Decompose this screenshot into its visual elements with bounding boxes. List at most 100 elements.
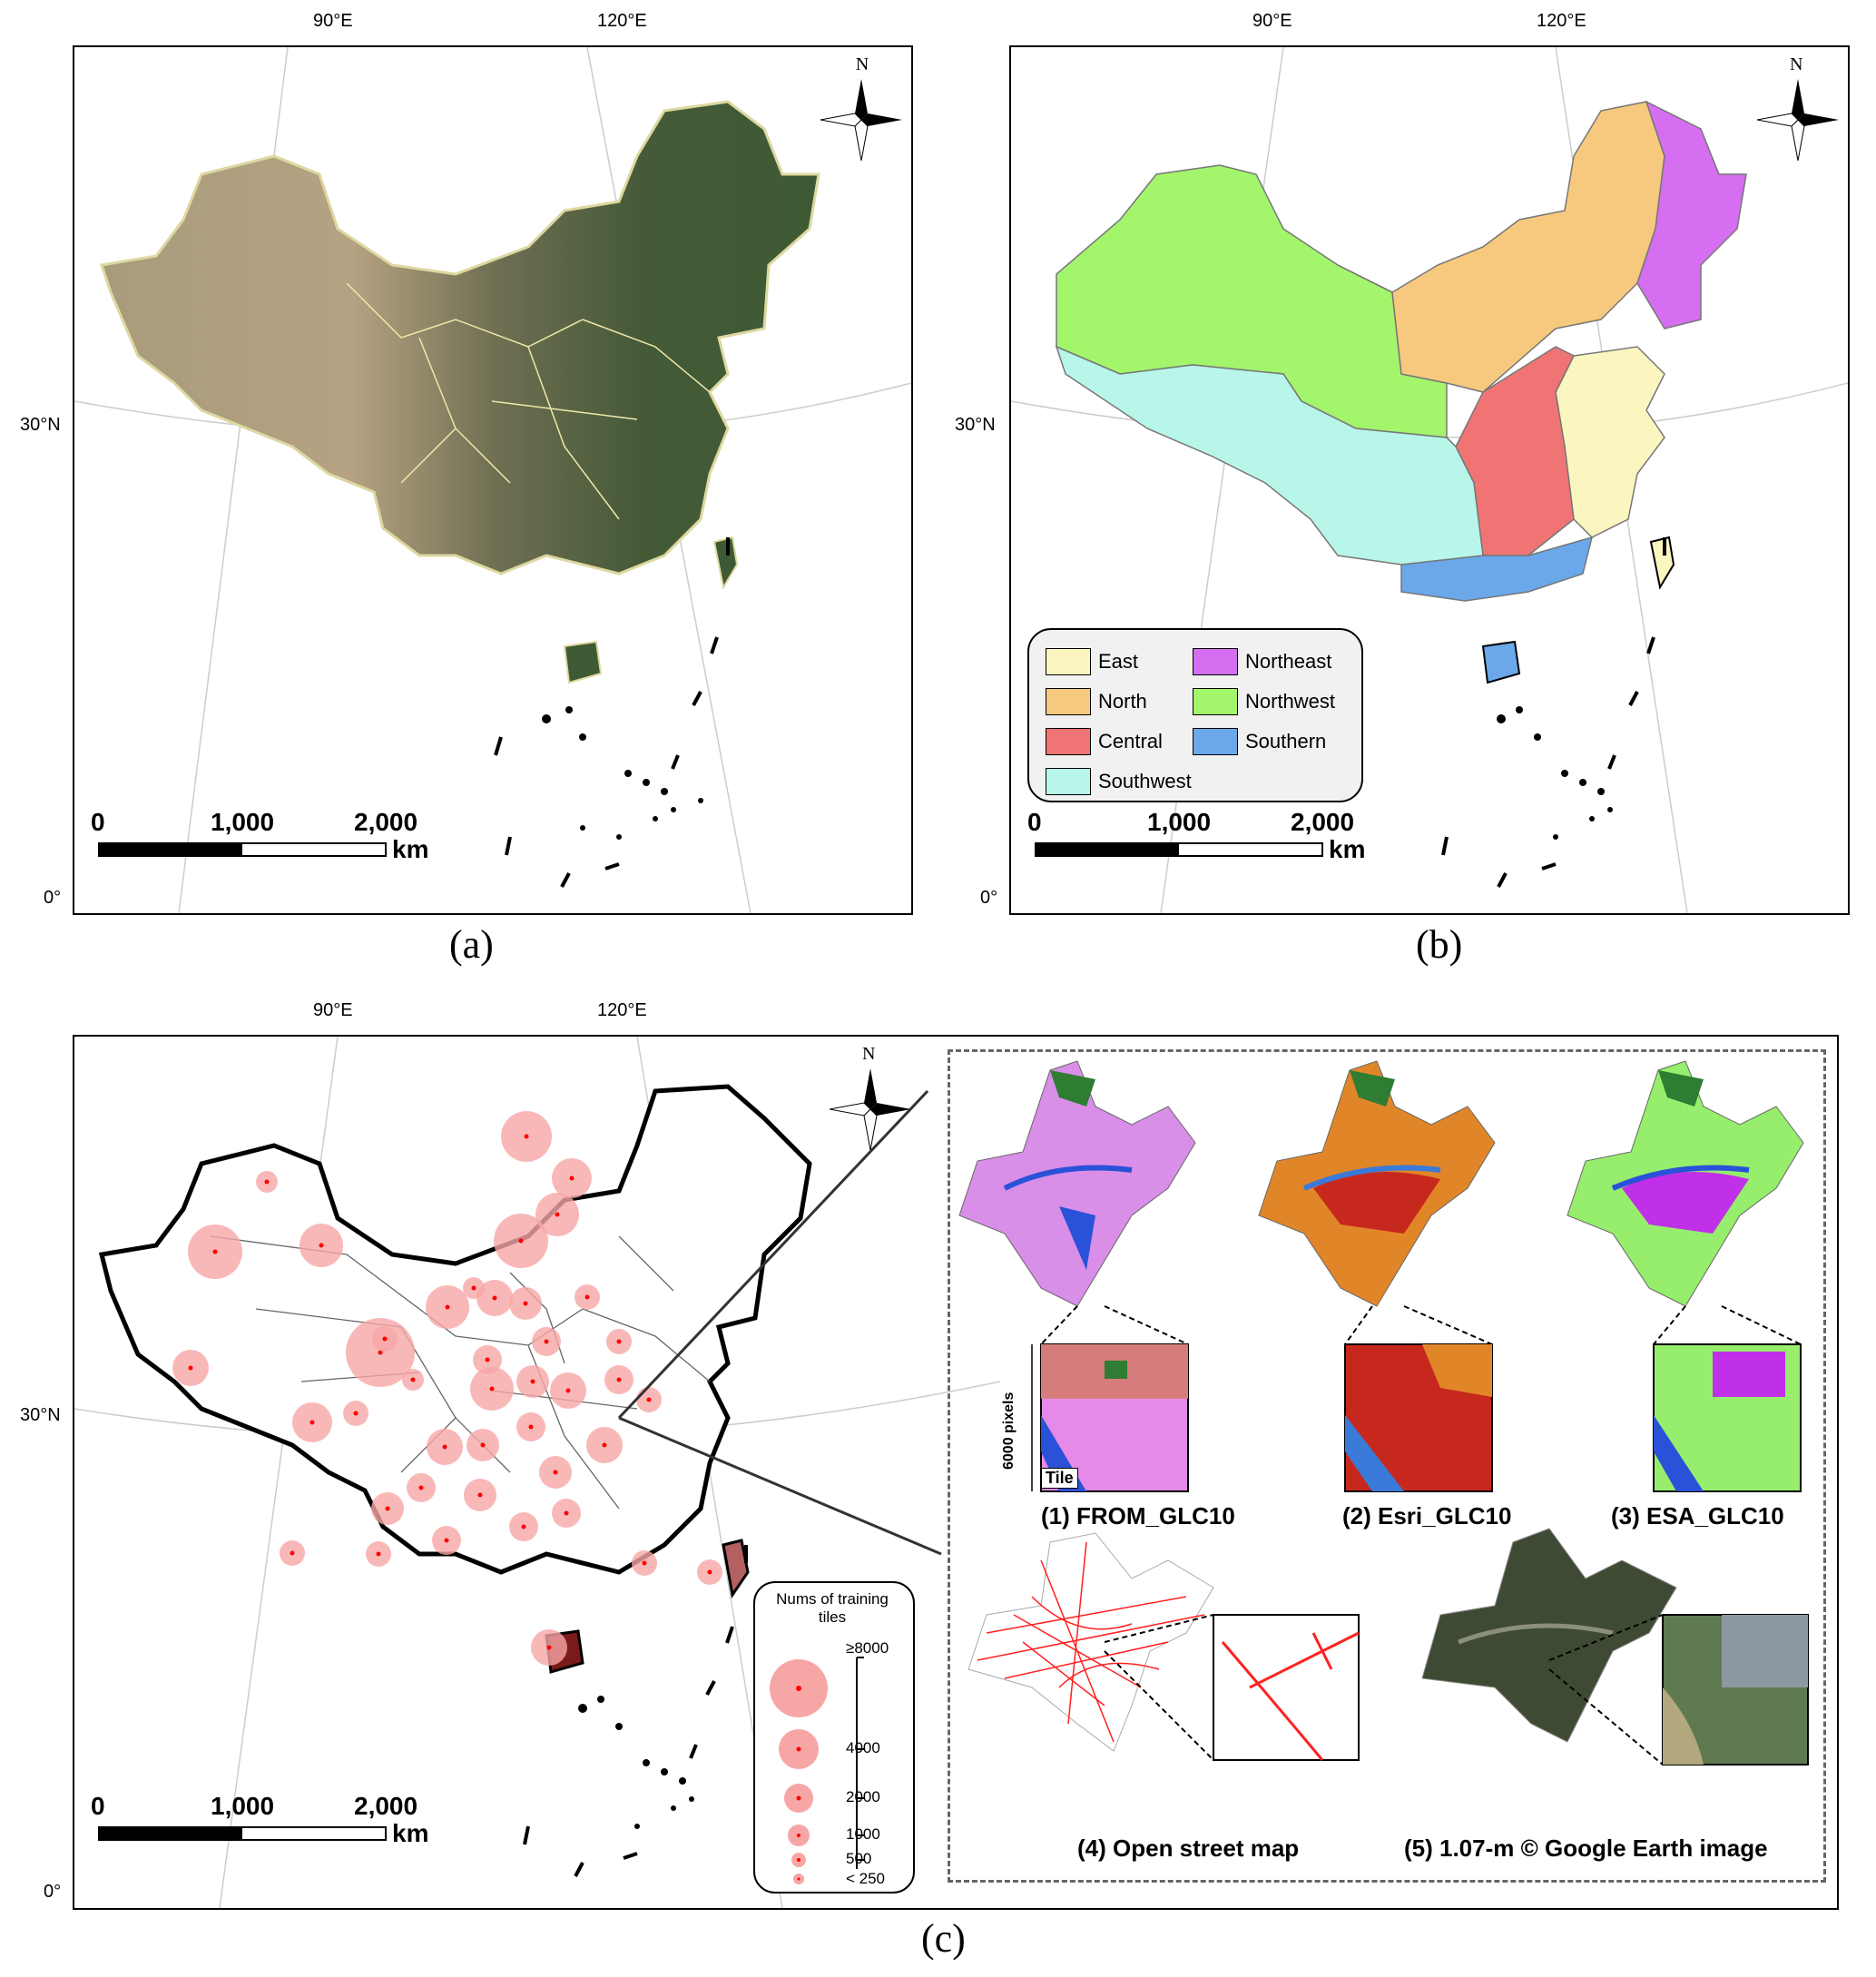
legend-label: Southern bbox=[1245, 730, 1327, 752]
scale-unit-c: km bbox=[392, 1819, 429, 1847]
legend-item-central: Central bbox=[1046, 728, 1163, 755]
scale-tick-1000-a: 1,000 bbox=[211, 808, 275, 836]
tile-point bbox=[212, 1249, 218, 1254]
panel-label-b: (b) bbox=[1416, 922, 1463, 967]
lon-label-90-c: 90°E bbox=[313, 1000, 353, 1020]
scale-tick-2000-c: 2,000 bbox=[354, 1792, 418, 1820]
legend-item-east: East bbox=[1046, 648, 1138, 675]
from-glc10-map bbox=[958, 1060, 1196, 1307]
scale-tick-1000-c: 1,000 bbox=[211, 1792, 275, 1820]
tile-point bbox=[646, 1397, 652, 1402]
tile-point bbox=[602, 1442, 607, 1448]
tile-distribution-map bbox=[74, 1037, 1000, 1908]
tile-point bbox=[385, 1506, 390, 1511]
size-legend-circles bbox=[770, 1657, 864, 1884]
tile-point bbox=[480, 1442, 486, 1448]
compass-icon bbox=[1757, 79, 1839, 161]
scale-tick-0-c: 0 bbox=[91, 1792, 105, 1820]
scale-bar-c bbox=[98, 1826, 387, 1841]
size-class-label: 2000 bbox=[846, 1788, 880, 1805]
scale-bar-b bbox=[1035, 842, 1323, 857]
province-boundaries bbox=[346, 282, 711, 520]
china-outline bbox=[100, 100, 820, 575]
tile-point bbox=[353, 1411, 359, 1416]
legend-item-southern: Southern bbox=[1193, 728, 1326, 755]
tile-point bbox=[445, 1304, 450, 1310]
lon-label-90-b: 90°E bbox=[1252, 11, 1292, 31]
legend-swatch bbox=[1046, 648, 1091, 675]
tile-point bbox=[188, 1365, 193, 1371]
lat-label-0-a: 0° bbox=[44, 888, 62, 908]
tile-bubbles bbox=[172, 1111, 722, 1666]
osm-map bbox=[967, 1532, 1214, 1752]
tile-point bbox=[642, 1560, 647, 1566]
tile-point bbox=[492, 1295, 497, 1301]
lon-label-120-b: 120°E bbox=[1537, 11, 1586, 31]
lon-label-90-a: 90°E bbox=[313, 11, 353, 31]
legend-swatch bbox=[1193, 688, 1238, 715]
legend-item-southwest: Southwest bbox=[1046, 768, 1192, 795]
legend-swatch bbox=[1046, 768, 1091, 795]
tile-point bbox=[565, 1388, 571, 1393]
legend-item-north: North bbox=[1046, 688, 1147, 715]
map-panel-a: N 0 1,000 2,000 km bbox=[73, 45, 913, 915]
legend-swatch bbox=[1193, 648, 1238, 675]
tile-point bbox=[444, 1538, 449, 1543]
tile-point bbox=[584, 1294, 590, 1300]
legend-label: Northeast bbox=[1245, 650, 1332, 673]
north-label-c: N bbox=[862, 1044, 876, 1064]
caption-esa-glc10: (3) ESA_GLC10 bbox=[1611, 1502, 1784, 1529]
size-legend-title: Nums of training tiles bbox=[776, 1590, 889, 1626]
scale-tick-1000-b: 1,000 bbox=[1147, 808, 1212, 836]
scale-tick-2000-a: 2,000 bbox=[354, 808, 418, 836]
size-class-label: 1000 bbox=[846, 1825, 880, 1843]
lon-label-120-c: 120°E bbox=[597, 1000, 647, 1020]
tile-label: Tile bbox=[1041, 1468, 1078, 1489]
south-china-sea-islands bbox=[542, 706, 703, 840]
map-panel-c: N Nums of training tiles ≥8000 4000 2000… bbox=[73, 1035, 1839, 1910]
north-arrow-a: N bbox=[853, 54, 871, 75]
tile-point bbox=[410, 1377, 416, 1382]
nine-dash-line bbox=[1441, 537, 1666, 888]
zoom-callout bbox=[1344, 1305, 1493, 1345]
compass-icon bbox=[820, 79, 902, 161]
scale-bar-a bbox=[98, 842, 387, 857]
south-china-sea-islands bbox=[578, 1696, 694, 1829]
tile-point bbox=[530, 1379, 535, 1384]
scale-tick-0-a: 0 bbox=[91, 808, 105, 836]
compass-icon bbox=[830, 1068, 911, 1150]
nine-dash-line bbox=[494, 537, 730, 888]
china-outline bbox=[98, 1084, 812, 1575]
tile-point bbox=[707, 1569, 712, 1575]
tile-point bbox=[485, 1357, 490, 1362]
tile-point bbox=[442, 1444, 447, 1450]
hainan-island bbox=[1481, 640, 1521, 684]
panel-label-a: (a) bbox=[449, 922, 494, 967]
region-legend: East Northeast North Northwest Central S… bbox=[1027, 628, 1363, 802]
tile-point bbox=[319, 1243, 324, 1248]
tile-point bbox=[378, 1350, 383, 1355]
caption-google-earth: (5) 1.07-m © Google Earth image bbox=[1404, 1834, 1768, 1862]
lon-label-120-a: 120°E bbox=[597, 11, 647, 31]
legend-item-northeast: Northeast bbox=[1193, 648, 1331, 675]
satellite-map-a bbox=[74, 47, 911, 913]
scale-tick-0-b: 0 bbox=[1027, 808, 1042, 836]
tile-point bbox=[523, 1301, 528, 1306]
north-label: N bbox=[855, 54, 869, 74]
nine-dash-line bbox=[523, 1545, 748, 1877]
tile-size-label: 6000 pixels bbox=[1001, 1392, 1017, 1470]
callout-line bbox=[617, 1089, 942, 1556]
taiwan-island bbox=[722, 1539, 750, 1598]
scale-tick-2000-b: 2,000 bbox=[1291, 808, 1355, 836]
legend-label: Southwest bbox=[1098, 770, 1192, 792]
zoom-callout bbox=[1040, 1305, 1189, 1345]
product-thumbnails bbox=[958, 1060, 1809, 1766]
zoom-callout bbox=[1104, 1614, 1214, 1761]
legend-label: Central bbox=[1098, 730, 1163, 752]
osm-tile bbox=[1213, 1614, 1360, 1761]
region-northeast bbox=[1636, 100, 1747, 330]
regions-map-b bbox=[1011, 47, 1848, 913]
products-inset: 6000 pixels Tile (1) FROM_GLC10 (2) Esri… bbox=[948, 1049, 1826, 1883]
region-southern bbox=[1400, 536, 1594, 602]
tile-point bbox=[290, 1550, 295, 1556]
